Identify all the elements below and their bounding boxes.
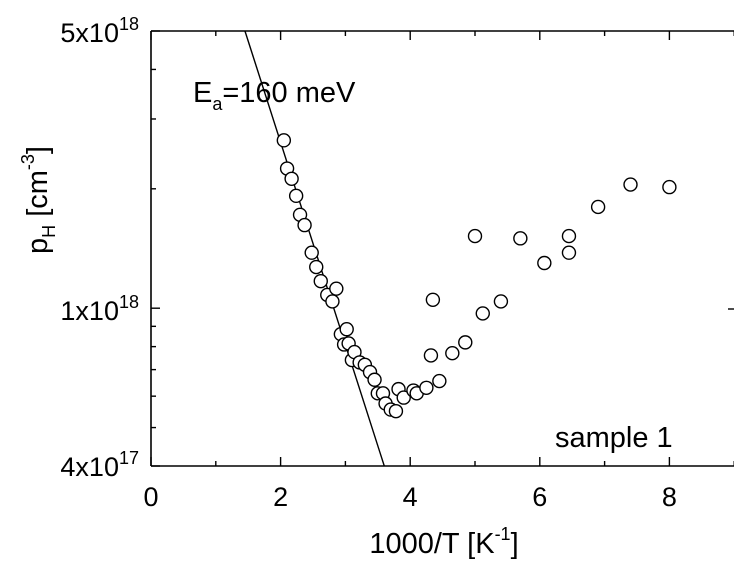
data-point-37 — [467, 228, 483, 244]
x-tick-label-0: 0 — [143, 482, 158, 512]
y-ticks — [151, 30, 160, 467]
data-points — [276, 133, 677, 419]
data-point-44 — [590, 199, 606, 215]
x-tick-label-4: 4 — [403, 482, 418, 512]
sample-annotation: sample 1 — [555, 422, 673, 454]
data-point-26 — [388, 403, 404, 419]
fit-line-label: Ea=160 meV — [193, 77, 356, 114]
data-point-33 — [432, 373, 447, 389]
data-point-35 — [445, 346, 460, 361]
data-point-0 — [276, 133, 292, 148]
data-point-32 — [423, 348, 439, 363]
data-point-39 — [493, 294, 509, 309]
data-point-8 — [313, 273, 328, 289]
data-point-28 — [396, 390, 411, 405]
y-tick-label-1e18: 1x1018 — [60, 292, 139, 326]
data-point-3 — [288, 188, 304, 204]
data-point-7 — [309, 259, 324, 275]
data-point-41 — [537, 255, 552, 271]
axes-frame — [150, 30, 734, 467]
y-axis-label: pH [cm-3] — [18, 146, 59, 254]
data-point-6 — [304, 245, 319, 260]
x-ticks — [150, 31, 734, 466]
data-point-2 — [284, 171, 299, 186]
data-point-36 — [458, 335, 473, 350]
x-tick-label-6: 6 — [532, 482, 547, 512]
y-tick-label-4e17: 4x1017 — [60, 448, 139, 482]
data-point-45 — [623, 177, 638, 192]
data-point-34 — [425, 292, 441, 307]
data-point-43 — [561, 228, 577, 244]
y-tick-label-5e18: 5x1018 — [60, 14, 139, 48]
data-point-10 — [325, 294, 340, 309]
data-point-46 — [662, 179, 677, 195]
x-axis-label: 1000/T [K-1] — [369, 524, 518, 560]
data-point-14 — [339, 322, 354, 337]
x-tick-label-8: 8 — [662, 482, 677, 512]
data-point-11 — [329, 281, 344, 296]
x-tick-label-2: 2 — [273, 482, 288, 512]
data-point-21 — [367, 372, 382, 387]
data-point-42 — [561, 245, 577, 260]
data-point-38 — [475, 306, 490, 321]
data-point-31 — [419, 380, 434, 395]
data-point-40 — [513, 231, 528, 246]
data-point-5 — [297, 217, 312, 233]
